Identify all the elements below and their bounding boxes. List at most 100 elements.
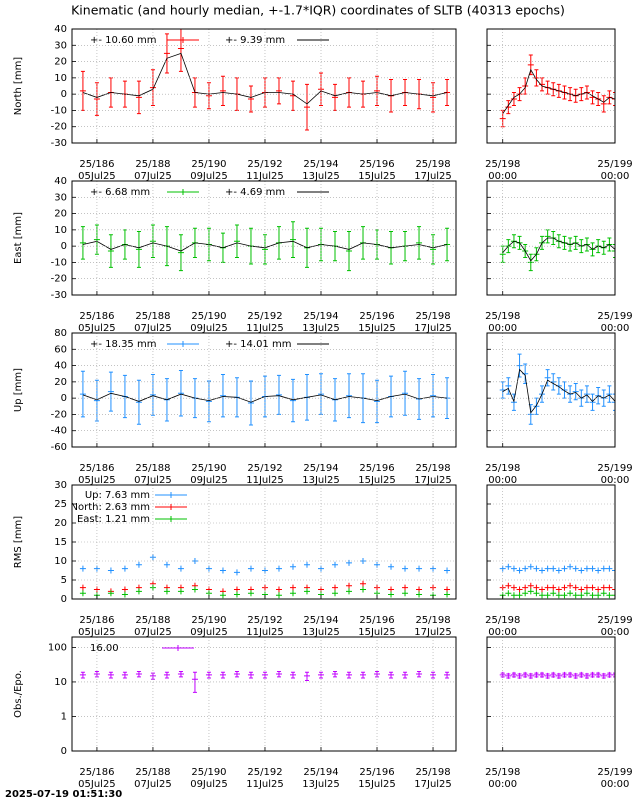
x-tick-sublabel: 17Jul25 — [414, 171, 452, 182]
data-point — [177, 369, 184, 417]
data-point — [360, 671, 367, 679]
x-tick-sublabel: 17Jul25 — [414, 779, 452, 790]
data-point — [550, 584, 557, 591]
data-point — [79, 370, 86, 418]
data-point — [595, 567, 602, 574]
data-point — [606, 671, 613, 678]
legend-label: 16.00 — [90, 643, 119, 654]
x-tick-sublabel: 00:00 — [601, 627, 630, 638]
y-tick-label: -10 — [51, 105, 67, 116]
y-tick-label: -30 — [51, 290, 67, 301]
data-point — [275, 592, 282, 599]
data-point — [544, 672, 551, 679]
data-point — [516, 592, 523, 599]
data-point — [289, 378, 296, 423]
data-point — [589, 393, 596, 411]
legend-marker — [175, 645, 181, 651]
data-point — [191, 586, 198, 593]
data-point — [79, 565, 86, 572]
data-point — [93, 82, 100, 116]
data-point — [505, 563, 512, 570]
data-point — [522, 671, 529, 678]
median-line — [502, 237, 615, 262]
y-tick-label: 20 — [54, 209, 67, 220]
y-axis-label: Up [mm] — [13, 368, 24, 412]
data-point — [600, 95, 607, 113]
x-tick-label: 25/199 — [597, 615, 632, 626]
data-point — [233, 670, 240, 678]
data-point — [539, 586, 546, 593]
data-point — [589, 584, 596, 591]
data-point — [533, 584, 540, 591]
data-point — [533, 397, 540, 415]
x-tick-sublabel: 00:00 — [601, 323, 630, 334]
y-tick-label: 30 — [54, 192, 67, 203]
y-tick-label: 40 — [54, 176, 67, 187]
x-tick-sublabel: 11Jul25 — [246, 627, 284, 638]
data-point — [79, 590, 86, 597]
data-point — [374, 379, 381, 424]
data-point — [388, 591, 395, 598]
data-point — [402, 671, 409, 679]
data-point — [149, 69, 156, 107]
data-point — [516, 353, 523, 378]
y-tick-label: 1 — [61, 711, 67, 722]
data-point — [567, 590, 574, 597]
data-point — [332, 590, 339, 597]
data-point — [402, 565, 409, 572]
data-point — [510, 584, 517, 591]
data-point — [275, 565, 282, 572]
data-point — [505, 672, 512, 679]
data-point — [233, 224, 240, 259]
y-tick-label: 100 — [48, 642, 67, 653]
x-tick-label: 25/188 — [135, 767, 170, 778]
data-point — [600, 584, 607, 591]
data-point — [505, 100, 512, 115]
data-point — [219, 567, 226, 574]
legend-label: +- 6.68 mm — [90, 187, 150, 198]
data-point — [107, 371, 114, 412]
data-point — [555, 567, 562, 574]
x-tick-sublabel: 09Jul25 — [190, 323, 228, 334]
x-tick-sublabel: 15Jul25 — [358, 323, 396, 334]
x-tick-label: 25/198 — [485, 463, 520, 474]
x-tick-sublabel: 15Jul25 — [358, 171, 396, 182]
data-point — [177, 29, 184, 72]
x-tick-label: 25/196 — [359, 767, 394, 778]
data-point — [402, 590, 409, 597]
data-point — [600, 672, 607, 679]
data-point — [388, 563, 395, 570]
data-point — [499, 245, 506, 263]
data-point — [572, 672, 579, 679]
x-tick-sublabel: 11Jul25 — [246, 475, 284, 486]
data-point — [289, 221, 296, 259]
data-point — [544, 584, 551, 591]
data-point — [317, 373, 324, 415]
y-tick-label: 15 — [54, 537, 67, 548]
x-tick-sublabel: 07Jul25 — [134, 171, 172, 182]
data-point — [578, 671, 585, 678]
x-tick-sublabel: 09Jul25 — [190, 475, 228, 486]
y-tick-label: 40 — [54, 361, 67, 372]
x-tick-sublabel: 09Jul25 — [190, 171, 228, 182]
data-point — [149, 374, 156, 416]
data-point — [289, 590, 296, 597]
timestamp: 2025-07-19 01:51:30 — [5, 789, 122, 800]
x-tick-sublabel: 17Jul25 — [414, 323, 452, 334]
data-point — [332, 83, 339, 111]
x-tick-label: 25/188 — [135, 463, 170, 474]
data-point — [561, 565, 568, 572]
data-point — [303, 671, 310, 682]
y-tick-label: -60 — [51, 442, 67, 453]
data-point — [533, 671, 540, 678]
data-point — [555, 377, 562, 395]
data-point — [205, 671, 212, 679]
data-point — [416, 591, 423, 598]
data-point — [510, 671, 517, 678]
x-tick-label: 25/190 — [191, 159, 226, 170]
data-point — [163, 561, 170, 568]
data-point — [332, 584, 339, 591]
plot-frame — [71, 180, 457, 296]
data-point — [567, 563, 574, 570]
